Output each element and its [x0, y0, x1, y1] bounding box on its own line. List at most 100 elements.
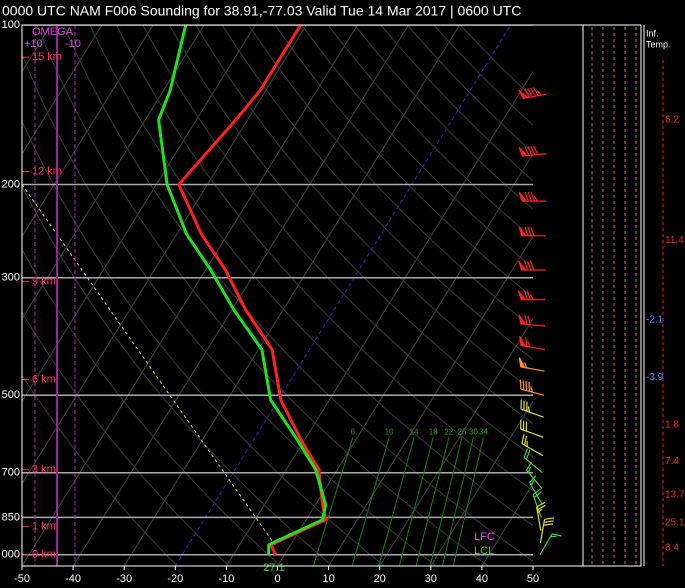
- height-label: 3 km: [32, 464, 56, 476]
- dry-adiabat: [195, 25, 533, 392]
- mixing-ratio-line: [429, 437, 463, 566]
- parcel-guide: [22, 184, 276, 546]
- dry-adiabat: [274, 25, 533, 299]
- isotherm: [22, 25, 256, 403]
- mixing-ratio-line: [415, 437, 450, 566]
- height-label: 6 km: [32, 373, 56, 385]
- dry-adiabat: [168, 25, 533, 425]
- mixing-ratio-line: [351, 437, 390, 566]
- inversion-value: -3.9: [646, 372, 664, 383]
- height-label: 1 km: [32, 521, 56, 533]
- isotherm: [22, 25, 205, 320]
- dry-adiabat: [115, 25, 533, 492]
- mixing-ratio-label: 26: [458, 427, 467, 436]
- x-tick-label: 20: [374, 573, 386, 585]
- wind-barb: [518, 145, 547, 157]
- mixing-ratio-label: 34: [479, 427, 488, 436]
- plot-area: [22, 25, 533, 566]
- dry-adiabat: [22, 374, 178, 566]
- mixing-ratio-label: 14: [410, 427, 419, 436]
- isotherm: [22, 25, 154, 238]
- dry-adiabat: [22, 248, 282, 566]
- isotherm: [225, 70, 533, 566]
- x-tick-label: 40: [476, 573, 488, 585]
- omega-label: OMEGA: [32, 26, 74, 38]
- mixing-ratio-line: [378, 437, 415, 566]
- mixing-ratio-label: 18: [429, 427, 438, 436]
- dry-adiabat: [248, 25, 533, 329]
- x-tick-label: -10: [218, 573, 234, 585]
- dry-adiabat: [301, 25, 533, 269]
- wind-barb: [518, 226, 546, 237]
- wind-barb: [518, 260, 546, 271]
- x-tick-label: 30: [425, 573, 437, 585]
- isotherm: [22, 25, 358, 566]
- inversion-value: 8.4: [665, 542, 679, 553]
- y-tick-label: 700: [2, 467, 20, 479]
- mixing-ratio-line: [452, 437, 484, 566]
- wind-barb: [539, 517, 555, 544]
- wind-barb: [518, 191, 547, 202]
- height-label: 0 km: [32, 549, 56, 561]
- dry-adiabat: [89, 25, 533, 527]
- inversion-title: Inf.: [646, 28, 659, 38]
- mixing-ratio-line: [441, 437, 474, 566]
- isotherm: [430, 400, 533, 566]
- inversion-value: -2.1: [646, 314, 664, 325]
- x-tick-label: 0: [274, 573, 280, 585]
- omega-tick-label: +10: [24, 38, 43, 50]
- wind-barb: [519, 379, 545, 396]
- mixing-ratio-line: [312, 437, 354, 566]
- y-tick-label: 200: [2, 178, 20, 190]
- inversion-value: 13.7: [665, 489, 685, 500]
- omega-tick-label: -10: [65, 38, 81, 50]
- y-tick-label: 000: [2, 549, 20, 561]
- isotherm: [277, 152, 533, 566]
- mixing-ratio-label: 22: [444, 427, 453, 436]
- chart-title: 0000 UTC NAM F006 Sounding for 38.91,-77…: [2, 3, 521, 19]
- inversion-value: 11.4: [665, 235, 684, 246]
- isotherm: [72, 25, 409, 566]
- plot-frame: [21, 24, 584, 567]
- x-tick-label: 50: [527, 573, 539, 585]
- wind-barb: [517, 290, 546, 301]
- y-tick-label: 100: [2, 19, 20, 31]
- isotherm: [174, 25, 512, 566]
- dry-adiabat: [36, 25, 489, 566]
- wind-barb: [523, 448, 543, 474]
- wind-barb: [526, 461, 543, 489]
- wind-barb: [520, 419, 544, 438]
- inversion-title: Temp.: [646, 39, 671, 49]
- y-tick-label: 300: [2, 272, 20, 284]
- dry-adiabat: [142, 25, 533, 458]
- wind-barb: [518, 86, 548, 99]
- inversion-value: 7.4: [665, 456, 679, 467]
- dry-adiabat: [22, 184, 333, 566]
- mixing-ratio-line: [398, 437, 434, 566]
- dewpoint-line: [157, 25, 328, 555]
- surface-label: 27.1: [263, 562, 284, 574]
- dry-adiabat: [22, 120, 385, 566]
- dry-adiabat: [221, 25, 533, 361]
- isotherm: [22, 25, 307, 485]
- parcel-label: LFC: [474, 531, 495, 543]
- inversion-value: 1.8: [665, 419, 679, 430]
- x-tick-label: -30: [116, 573, 132, 585]
- dry-adiabat: [22, 311, 230, 566]
- wind-barb: [536, 501, 546, 531]
- wind-barb: [520, 399, 544, 418]
- wind-barb: [519, 335, 545, 351]
- dry-adiabat: [22, 53, 437, 566]
- x-tick-label: -40: [65, 573, 81, 585]
- wind-barb: [518, 357, 545, 372]
- isotherm: [328, 235, 533, 566]
- wind-barb: [518, 314, 546, 327]
- isotherm: [22, 25, 103, 155]
- x-tick-label: 10: [322, 573, 334, 585]
- inversion-value: 25.1: [665, 517, 685, 528]
- inversion-value: 6.2: [665, 114, 679, 125]
- mixing-ratio-label: 6: [351, 427, 356, 436]
- mixing-ratio-label: 10: [385, 427, 394, 436]
